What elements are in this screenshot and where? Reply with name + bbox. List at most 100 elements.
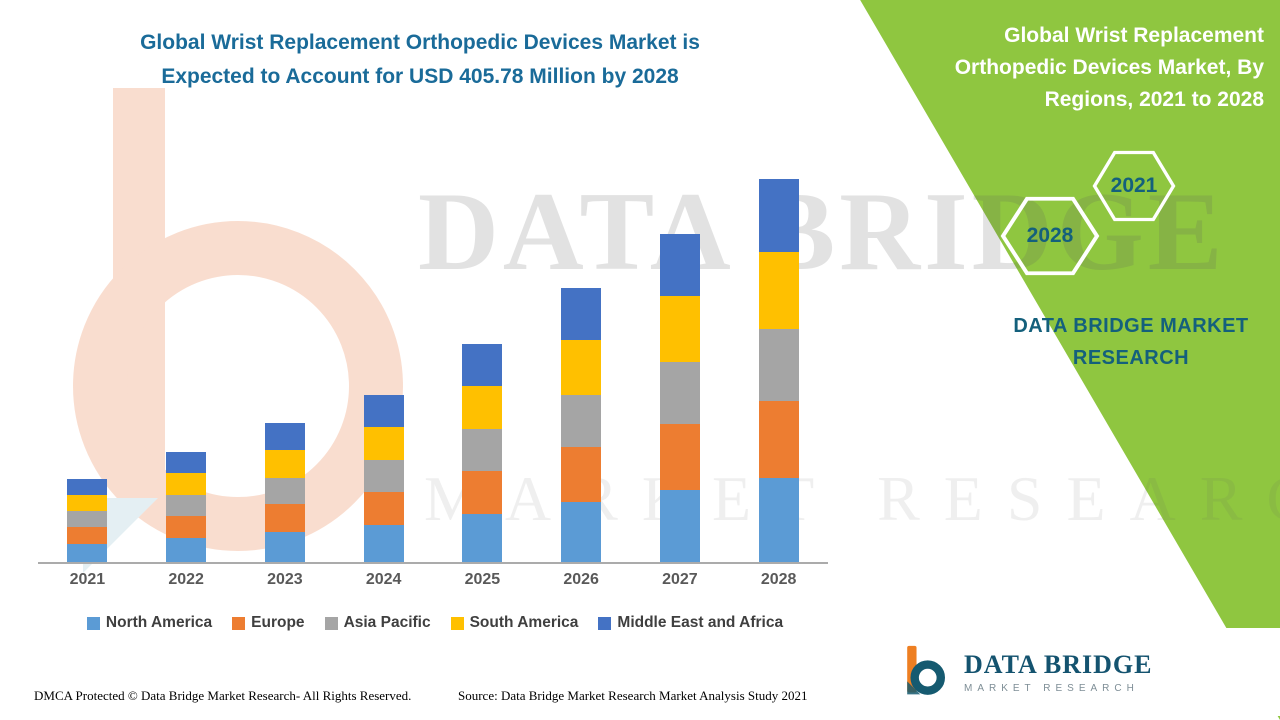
x-axis-label-2022: 2022 xyxy=(168,571,204,588)
segment-europe xyxy=(264,503,305,532)
stacked-bar-2026 xyxy=(561,288,602,562)
legend-label: Europe xyxy=(251,614,305,631)
segment-asia-pacific xyxy=(659,361,700,425)
x-axis-label-2025: 2025 xyxy=(464,571,501,588)
segment-south-america xyxy=(462,385,503,430)
segment-middle-east-and-africa xyxy=(462,344,503,386)
segment-north-america xyxy=(264,531,305,562)
hexagon-outline-icon xyxy=(1000,196,1100,276)
legend-swatch-north-america xyxy=(86,616,100,630)
segment-asia-pacific xyxy=(561,395,602,448)
footer-source-text: Source: Data Bridge Market Research Mark… xyxy=(458,688,808,703)
legend-swatch-asia-pacific xyxy=(324,616,338,630)
segment-europe xyxy=(758,401,799,478)
bar-slot xyxy=(137,166,236,562)
logo-subtitle: MARKET RESEARCH xyxy=(964,683,1139,694)
legend-swatch-europe xyxy=(232,616,246,630)
legend-swatch-south-america xyxy=(450,616,464,630)
segment-asia-pacific xyxy=(363,460,404,492)
legend: North America Europe Asia Pacific South Ame… xyxy=(40,614,830,632)
segment-north-america xyxy=(462,514,503,562)
legend-item-asia-pacific: Asia Pacific xyxy=(324,614,431,632)
segment-north-america xyxy=(561,501,602,562)
segment-middle-east-and-africa xyxy=(264,423,305,450)
segment-south-america xyxy=(363,426,404,461)
brand-wordmark: DATA BRIDGE MARKET RESEARCH xyxy=(1000,310,1262,374)
legend-item-europe: Europe xyxy=(232,614,305,632)
segment-asia-pacific xyxy=(67,511,108,528)
bar-slot xyxy=(38,166,137,562)
hexagon-year-label: 2028 xyxy=(1026,224,1074,247)
segment-europe xyxy=(67,527,108,544)
brand-wordmark-line1: DATA BRIDGE MARKET xyxy=(1013,315,1249,337)
stacked-bar-2022 xyxy=(166,451,207,562)
hexagon-outline-icon xyxy=(1092,150,1176,222)
side-panel-heading-line3: Regions, 2021 to 2028 xyxy=(1044,87,1264,111)
watermark-text-line1: DATA BRIDGE xyxy=(418,170,1227,294)
segment-south-america xyxy=(659,296,700,362)
stacked-bar-2024 xyxy=(363,395,404,562)
data-bridge-logo-icon xyxy=(907,645,945,695)
segment-europe xyxy=(363,491,404,526)
x-axis-labels: 2021 2022 2023 2024 2025 2026 2027 2028 xyxy=(38,571,828,589)
bar-slot xyxy=(236,166,335,562)
segment-north-america xyxy=(363,525,404,562)
legend-label: North America xyxy=(105,614,213,631)
stacked-bar-2025 xyxy=(462,344,503,562)
legend-item-middle-east-and-africa: Middle East and Africa xyxy=(598,614,783,632)
side-panel-heading-line2: Orthopedic Devices Market, By xyxy=(954,55,1264,79)
hexagon-badge-2021: 2021 xyxy=(1092,150,1176,222)
segment-north-america xyxy=(758,477,799,562)
logo-title: DATA BRIDGE xyxy=(964,650,1153,679)
segment-south-america xyxy=(264,449,305,478)
segment-asia-pacific xyxy=(758,328,799,402)
segment-europe xyxy=(561,447,602,502)
segment-asia-pacific xyxy=(462,429,503,471)
segment-middle-east-and-africa xyxy=(758,179,799,253)
bar-slot xyxy=(334,166,433,562)
stacked-bar-2028 xyxy=(758,179,799,562)
segment-middle-east-and-africa xyxy=(561,288,602,341)
x-axis-label-2021: 2021 xyxy=(69,571,106,588)
bar-slot xyxy=(532,166,631,562)
x-axis-label-2028: 2028 xyxy=(760,571,797,588)
segment-south-america xyxy=(758,252,799,329)
logo-text: DATA BRIDGE MARKET RESEARCH xyxy=(964,650,1152,694)
background-logo-watermark-icon xyxy=(73,88,403,573)
segment-middle-east-and-africa xyxy=(67,479,108,495)
x-axis-label-2023: 2023 xyxy=(267,571,303,588)
side-panel-heading: Global Wrist Replacement Orthopedic Devi… xyxy=(904,20,1264,116)
plot-area xyxy=(38,166,828,564)
legend-swatch-middle-east-and-africa xyxy=(598,616,612,630)
segment-europe xyxy=(659,424,700,490)
bar-slot xyxy=(631,166,730,562)
legend-label: Middle East and Africa xyxy=(617,614,784,631)
logo-box: DATA BRIDGE MARKET RESEARCH xyxy=(872,628,1280,716)
x-axis-label-2024: 2024 xyxy=(365,571,402,588)
segment-asia-pacific xyxy=(264,477,305,504)
stacked-bar-2021 xyxy=(67,479,108,562)
stacked-bar-2023 xyxy=(264,423,305,562)
bar-slot xyxy=(433,166,532,562)
legend-label: Asia Pacific xyxy=(343,614,431,631)
segment-south-america xyxy=(166,472,207,495)
segment-europe xyxy=(166,515,207,538)
segment-middle-east-and-africa xyxy=(166,451,207,473)
side-panel-heading-line1: Global Wrist Replacement xyxy=(1004,24,1264,47)
stacked-bar-chart: 2021 2022 2023 2024 2025 2026 2027 2028 xyxy=(38,166,828,589)
stacked-bar-2027 xyxy=(659,234,700,562)
legend-label: South America xyxy=(469,614,579,631)
legend-item-south-america: South America xyxy=(450,614,579,632)
segment-north-america xyxy=(166,537,207,562)
hexagon-year-label: 2021 xyxy=(1110,174,1158,197)
bar-slot xyxy=(729,166,828,562)
segment-south-america xyxy=(561,340,602,396)
segment-north-america xyxy=(67,543,108,562)
segment-north-america xyxy=(659,489,700,562)
segment-middle-east-and-africa xyxy=(659,234,700,297)
segment-asia-pacific xyxy=(166,494,207,516)
page-title: Global Wrist Replacement Orthopedic Devi… xyxy=(60,26,780,93)
page-title-line2: Expected to Account for USD 405.78 Milli… xyxy=(161,64,679,88)
legend-item-north-america: North America xyxy=(86,614,213,632)
